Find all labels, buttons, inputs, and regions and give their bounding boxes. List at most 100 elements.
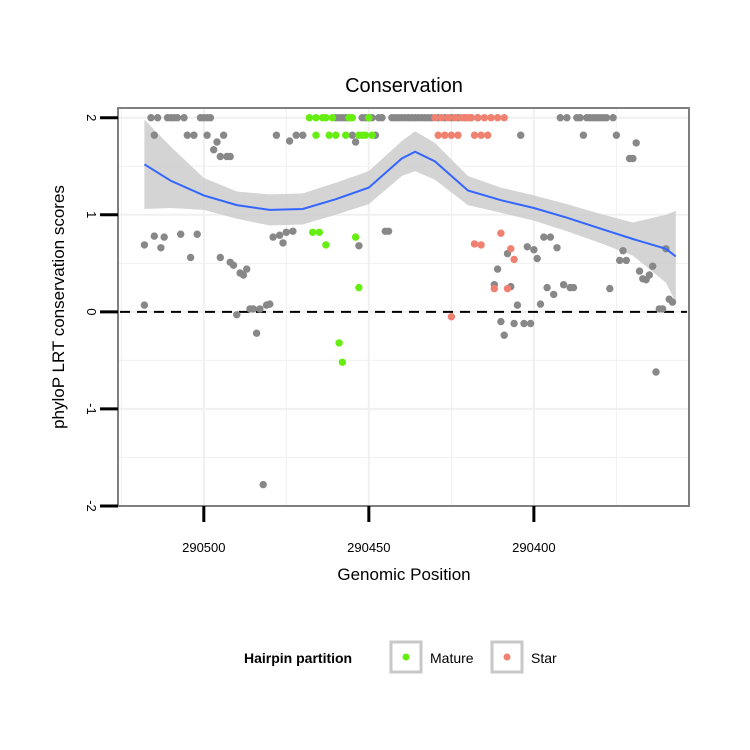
point-star bbox=[490, 284, 498, 293]
point-other bbox=[348, 131, 356, 139]
point-mature bbox=[332, 131, 340, 139]
point-mature bbox=[368, 131, 376, 139]
point-star bbox=[434, 131, 442, 139]
point-other bbox=[569, 283, 578, 292]
point-star bbox=[467, 114, 475, 122]
point-other bbox=[540, 233, 548, 241]
point-other bbox=[282, 228, 290, 236]
point-mature bbox=[335, 339, 343, 347]
point-star bbox=[447, 131, 456, 139]
point-other bbox=[619, 247, 627, 255]
point-other bbox=[510, 319, 518, 328]
smooth-confidence-band bbox=[144, 119, 676, 303]
point-star bbox=[431, 114, 439, 122]
point-other bbox=[632, 139, 640, 147]
point-other bbox=[140, 301, 149, 309]
point-other bbox=[500, 331, 508, 339]
point-star bbox=[474, 114, 482, 122]
point-star bbox=[480, 114, 489, 122]
point-star bbox=[447, 313, 456, 321]
point-other bbox=[150, 232, 158, 240]
point-star bbox=[454, 131, 462, 139]
smooth-trend-line bbox=[143, 150, 677, 258]
point-other bbox=[622, 256, 630, 265]
point-other bbox=[210, 146, 218, 154]
point-other bbox=[658, 305, 667, 313]
point-star bbox=[500, 114, 508, 122]
point-other bbox=[513, 301, 522, 309]
point-star bbox=[441, 131, 449, 139]
point-mature bbox=[322, 241, 330, 249]
point-other bbox=[269, 233, 277, 241]
legend-key-star-dot bbox=[503, 653, 511, 661]
point-other bbox=[285, 137, 294, 145]
point-other bbox=[378, 114, 386, 122]
point-other bbox=[497, 317, 505, 326]
x-axis-title: Genomic Position bbox=[337, 565, 470, 584]
point-other bbox=[645, 271, 654, 279]
point-star bbox=[510, 255, 518, 264]
point-other bbox=[616, 256, 624, 265]
point-other bbox=[216, 152, 224, 161]
point-mature bbox=[355, 283, 363, 292]
point-other bbox=[153, 114, 162, 122]
point-other bbox=[668, 298, 677, 306]
point-other bbox=[289, 227, 297, 235]
point-other bbox=[206, 114, 215, 122]
point-other bbox=[173, 114, 182, 122]
point-other bbox=[252, 329, 261, 337]
point-other bbox=[533, 254, 541, 263]
x-axis-ticks: 290500 290450 290400 bbox=[182, 506, 556, 555]
chart-title: Conservation bbox=[345, 75, 463, 97]
point-star bbox=[451, 114, 459, 122]
point-star bbox=[493, 114, 502, 122]
point-star bbox=[470, 131, 479, 139]
legend-title: Hairpin partition bbox=[244, 650, 352, 666]
point-other bbox=[553, 244, 561, 252]
point-other bbox=[177, 230, 185, 238]
point-star bbox=[470, 240, 479, 248]
point-star bbox=[444, 114, 452, 122]
legend: Hairpin partition Mature Star bbox=[244, 640, 557, 674]
point-other bbox=[140, 241, 149, 249]
y-tick-label: -2 bbox=[84, 500, 99, 512]
point-other bbox=[239, 271, 248, 279]
point-star bbox=[507, 245, 515, 253]
point-star bbox=[484, 131, 492, 139]
point-other bbox=[183, 131, 191, 139]
point-other bbox=[579, 131, 588, 139]
point-other bbox=[530, 246, 538, 254]
point-other bbox=[193, 230, 201, 238]
point-other bbox=[256, 305, 264, 313]
point-other bbox=[563, 114, 571, 122]
data-points bbox=[140, 114, 677, 489]
point-other bbox=[384, 227, 393, 235]
point-other bbox=[351, 138, 360, 146]
point-other bbox=[559, 281, 568, 289]
point-mature bbox=[361, 131, 370, 139]
point-other bbox=[543, 283, 551, 292]
point-other bbox=[272, 131, 281, 139]
point-other bbox=[203, 131, 211, 139]
point-star bbox=[477, 241, 485, 249]
point-other bbox=[266, 300, 274, 308]
point-other bbox=[279, 239, 287, 247]
x-tick-label: 290400 bbox=[512, 540, 555, 555]
point-other bbox=[292, 131, 300, 139]
point-other bbox=[180, 114, 188, 122]
point-other bbox=[243, 265, 251, 273]
legend-label-mature: Mature bbox=[430, 650, 474, 666]
point-other bbox=[216, 253, 224, 262]
point-mature bbox=[348, 114, 356, 122]
point-other bbox=[233, 311, 241, 319]
point-other bbox=[550, 290, 558, 299]
point-mature bbox=[365, 114, 373, 122]
point-other bbox=[190, 131, 198, 139]
point-star bbox=[437, 114, 446, 122]
x-tick-label: 290450 bbox=[347, 540, 390, 555]
point-other bbox=[157, 244, 165, 252]
point-other bbox=[226, 152, 234, 161]
point-other bbox=[546, 233, 555, 241]
point-other bbox=[517, 131, 525, 139]
